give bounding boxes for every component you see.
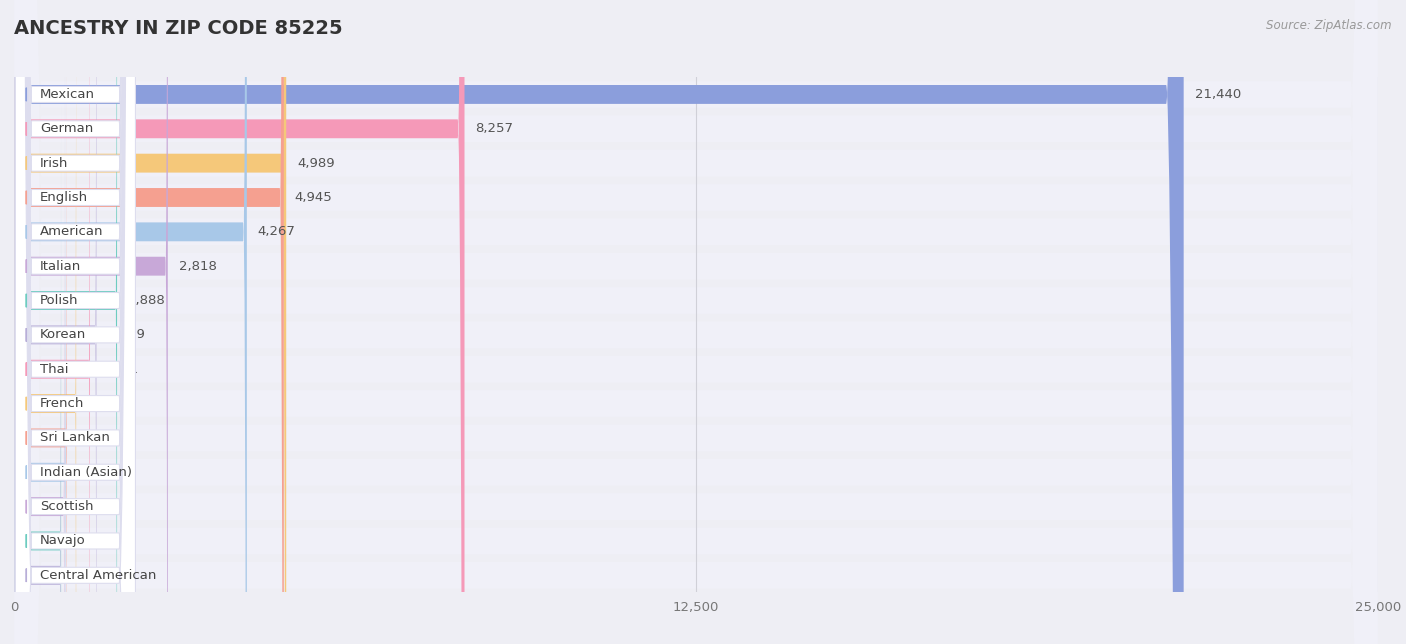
FancyBboxPatch shape xyxy=(15,0,135,644)
FancyBboxPatch shape xyxy=(14,0,284,644)
FancyBboxPatch shape xyxy=(15,0,135,644)
FancyBboxPatch shape xyxy=(14,0,1378,644)
FancyBboxPatch shape xyxy=(14,41,65,644)
Text: 2,818: 2,818 xyxy=(179,260,217,272)
Text: Sri Lankan: Sri Lankan xyxy=(39,431,110,444)
Text: American: American xyxy=(39,225,104,238)
Text: Polish: Polish xyxy=(39,294,79,307)
Text: German: German xyxy=(39,122,93,135)
Text: 4,945: 4,945 xyxy=(295,191,332,204)
FancyBboxPatch shape xyxy=(15,0,135,644)
FancyBboxPatch shape xyxy=(15,0,135,644)
Text: 4,989: 4,989 xyxy=(297,156,335,169)
Text: 8,257: 8,257 xyxy=(475,122,513,135)
FancyBboxPatch shape xyxy=(14,0,1378,644)
Text: 962: 962 xyxy=(77,431,103,444)
Text: Central American: Central American xyxy=(39,569,156,582)
Text: Mexican: Mexican xyxy=(39,88,96,101)
FancyBboxPatch shape xyxy=(14,0,1378,644)
FancyBboxPatch shape xyxy=(14,0,1184,644)
Text: 1,138: 1,138 xyxy=(87,397,125,410)
Text: Indian (Asian): Indian (Asian) xyxy=(39,466,132,478)
FancyBboxPatch shape xyxy=(14,0,1378,644)
FancyBboxPatch shape xyxy=(14,0,1378,644)
FancyBboxPatch shape xyxy=(15,0,135,644)
FancyBboxPatch shape xyxy=(14,0,1378,644)
FancyBboxPatch shape xyxy=(14,0,1378,644)
FancyBboxPatch shape xyxy=(14,0,1378,644)
Text: ANCESTRY IN ZIP CODE 85225: ANCESTRY IN ZIP CODE 85225 xyxy=(14,19,343,39)
Text: Source: ZipAtlas.com: Source: ZipAtlas.com xyxy=(1267,19,1392,32)
Text: 1,509: 1,509 xyxy=(107,328,145,341)
FancyBboxPatch shape xyxy=(14,106,60,644)
FancyBboxPatch shape xyxy=(15,0,135,644)
FancyBboxPatch shape xyxy=(14,0,117,644)
Text: 862: 862 xyxy=(72,535,97,547)
FancyBboxPatch shape xyxy=(14,0,90,644)
Text: French: French xyxy=(39,397,84,410)
Text: 21,440: 21,440 xyxy=(1195,88,1241,101)
Text: Korean: Korean xyxy=(39,328,86,341)
Text: English: English xyxy=(39,191,89,204)
FancyBboxPatch shape xyxy=(14,0,1378,644)
FancyBboxPatch shape xyxy=(14,0,97,644)
FancyBboxPatch shape xyxy=(14,0,66,644)
FancyBboxPatch shape xyxy=(14,0,66,644)
FancyBboxPatch shape xyxy=(14,0,1378,644)
FancyBboxPatch shape xyxy=(14,143,60,644)
FancyBboxPatch shape xyxy=(14,0,1378,644)
Text: Italian: Italian xyxy=(39,260,82,272)
Text: 4,267: 4,267 xyxy=(257,225,295,238)
FancyBboxPatch shape xyxy=(14,0,1378,644)
FancyBboxPatch shape xyxy=(15,0,135,644)
FancyBboxPatch shape xyxy=(15,0,135,644)
FancyBboxPatch shape xyxy=(14,0,76,644)
FancyBboxPatch shape xyxy=(15,0,135,644)
Text: 922: 922 xyxy=(76,500,101,513)
FancyBboxPatch shape xyxy=(14,0,167,644)
FancyBboxPatch shape xyxy=(14,0,1378,644)
FancyBboxPatch shape xyxy=(15,0,135,644)
FancyBboxPatch shape xyxy=(14,0,464,644)
FancyBboxPatch shape xyxy=(14,0,287,644)
FancyBboxPatch shape xyxy=(14,0,1378,644)
Text: Navajo: Navajo xyxy=(39,535,86,547)
FancyBboxPatch shape xyxy=(15,0,135,644)
Text: 857: 857 xyxy=(72,569,97,582)
FancyBboxPatch shape xyxy=(15,0,135,644)
Text: 1,391: 1,391 xyxy=(101,363,139,375)
FancyBboxPatch shape xyxy=(15,0,135,644)
FancyBboxPatch shape xyxy=(14,0,247,644)
Text: 1,888: 1,888 xyxy=(128,294,166,307)
FancyBboxPatch shape xyxy=(14,0,1378,644)
Text: Scottish: Scottish xyxy=(39,500,93,513)
FancyBboxPatch shape xyxy=(15,0,135,644)
Text: Thai: Thai xyxy=(39,363,69,375)
Text: 943: 943 xyxy=(76,466,101,478)
FancyBboxPatch shape xyxy=(15,0,135,644)
Text: Irish: Irish xyxy=(39,156,69,169)
